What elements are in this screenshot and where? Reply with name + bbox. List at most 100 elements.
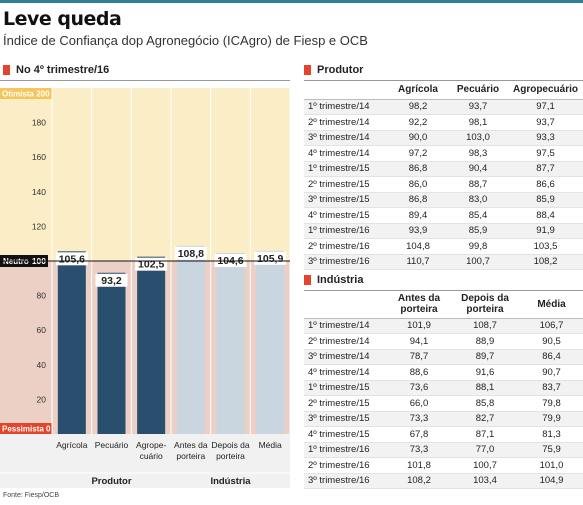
table-cell: 66,0 — [388, 395, 450, 412]
bar — [57, 251, 86, 434]
industria-col-header: Média — [520, 291, 583, 319]
table-row: 2º trimestre/16 104,8 99,8 103,5 — [304, 238, 583, 255]
row-label: 2º trimestre/16 — [304, 457, 388, 474]
produtor-section-heading: Produtor — [304, 64, 363, 76]
table-cell: 85,8 — [450, 395, 520, 412]
table-cell: 110,7 — [388, 254, 448, 270]
table-cell: 106,7 — [520, 318, 583, 334]
chart-section-title: No 4º trimestre/16 — [16, 64, 110, 76]
group-label: Produtor — [91, 476, 131, 487]
table-cell: 103,5 — [508, 238, 583, 255]
value-label-box — [95, 273, 128, 287]
table-cell: 86,8 — [388, 161, 448, 177]
table-cell: 88,1 — [450, 380, 520, 396]
table-cell: 79,9 — [520, 411, 583, 427]
table-cell: 90,7 — [520, 364, 583, 381]
table-cell: 98,3 — [448, 145, 508, 162]
table-cell: 100,7 — [448, 254, 508, 270]
table-cell: 99,8 — [448, 238, 508, 255]
table-cell: 94,1 — [388, 333, 450, 350]
table-row: 3º trimestre/14 78,7 89,7 86,4 — [304, 349, 583, 365]
produtor-col-header: Agrícola — [388, 81, 448, 100]
optimist-label: Otimista 200 — [2, 90, 50, 99]
row-label: 2º trimestre/16 — [304, 238, 388, 255]
table-row: 2º trimestre/14 94,1 88,9 90,5 — [304, 333, 583, 350]
y-tick-label: 60 — [37, 325, 47, 335]
table-cell: 90,0 — [388, 130, 448, 146]
y-tick-label: 40 — [37, 360, 47, 370]
y-tick-label: 140 — [32, 187, 46, 197]
optimist-zone — [0, 88, 290, 261]
table-row: 4º trimestre/15 89,4 85,4 88,4 — [304, 207, 583, 224]
table-cell: 97,1 — [508, 99, 583, 115]
table-cell: 88,7 — [448, 176, 508, 193]
category-label: Depois da — [211, 440, 250, 450]
table-cell: 73,3 — [388, 411, 450, 427]
table-cell: 104,8 — [388, 238, 448, 255]
pessimist-label-box — [0, 423, 52, 434]
category-label: Agrícola — [56, 440, 87, 450]
table-cell: 85,4 — [448, 207, 508, 224]
table-cell: 75,9 — [520, 442, 583, 458]
row-label: 4º trimestre/14 — [304, 364, 388, 381]
table-row: 1º trimestre/16 73,3 77,0 75,9 — [304, 442, 583, 458]
table-row: 4º trimestre/14 88,6 91,6 90,7 — [304, 364, 583, 381]
table-row: 4º trimestre/14 97,2 98,3 97,5 — [304, 145, 583, 162]
industria-col-header: Depois da porteira — [450, 291, 520, 319]
table-cell: 100,7 — [450, 457, 520, 474]
chart-section-heading: No 4º trimestre/16 — [3, 64, 109, 76]
table-cell: 103,0 — [448, 130, 508, 146]
accent-square-icon — [3, 65, 10, 75]
produtor-section-title: Produtor — [317, 64, 364, 76]
row-label: 4º trimestre/14 — [304, 145, 388, 162]
row-label: 2º trimestre/14 — [304, 333, 388, 350]
row-label: 3º trimestre/16 — [304, 473, 388, 489]
table-row: 1º trimestre/16 93,9 85,9 91,9 — [304, 223, 583, 239]
optimist-label-box — [0, 88, 52, 99]
category-label: Agrope- — [136, 440, 166, 450]
table-row: 1º trimestre/14 98,2 93,7 97,1 — [304, 99, 583, 115]
produtor-col-header: Agropecuário — [508, 81, 583, 100]
table-cell: 87,1 — [450, 426, 520, 443]
table-cell: 82,7 — [450, 411, 520, 427]
table-cell: 88,4 — [508, 207, 583, 224]
value-label: 105,6 — [59, 253, 85, 265]
row-label: 4º trimestre/15 — [304, 426, 388, 443]
row-label: 2º trimestre/15 — [304, 176, 388, 193]
table-cell: 83,0 — [448, 192, 508, 208]
table-row: 4º trimestre/15 67,8 87,1 81,3 — [304, 426, 583, 443]
y-tick-label: 120 — [32, 221, 46, 231]
table-cell: 101,0 — [520, 457, 583, 474]
row-label: 1º trimestre/14 — [304, 318, 388, 334]
row-label: 1º trimestre/15 — [304, 380, 388, 396]
table-cell: 88,6 — [388, 364, 450, 381]
table-cell: 85,9 — [448, 223, 508, 239]
industria-header-rule — [304, 290, 583, 291]
row-label: 1º trimestre/16 — [304, 442, 388, 458]
value-label-box — [55, 252, 88, 266]
value-label: 93,2 — [101, 275, 122, 287]
industria-table: Antes da porteira Depois da porteira Méd… — [304, 291, 583, 489]
table-cell: 86,4 — [520, 349, 583, 365]
table-cell: 79,8 — [520, 395, 583, 412]
table-cell: 98,1 — [448, 114, 508, 131]
table-row: 2º trimestre/16 101,8 100,7 101,0 — [304, 457, 583, 474]
table-row: 2º trimestre/15 66,0 85,8 79,8 — [304, 395, 583, 412]
table-cell: 101,9 — [388, 318, 450, 334]
table-cell: 90,4 — [448, 161, 508, 177]
bar — [137, 256, 166, 434]
table-cell: 91,9 — [508, 223, 583, 239]
table-cell: 85,9 — [508, 192, 583, 208]
category-label: Antes da — [174, 440, 208, 450]
group-label: Indústria — [210, 476, 251, 487]
category-label: cuário — [140, 451, 163, 461]
produtor-table-corner — [304, 81, 388, 100]
page-title: Leve queda — [3, 8, 122, 30]
top-accent-rule — [0, 0, 583, 3]
y-tick-label: 80 — [37, 291, 47, 301]
table-row: 2º trimestre/14 92,2 98,1 93,7 — [304, 114, 583, 131]
produtor-table: Agrícola Pecuário Agropecuário 1º trimes… — [304, 81, 583, 270]
table-cell: 108,7 — [450, 318, 520, 334]
table-row: 1º trimestre/15 86,8 90,4 87,7 — [304, 161, 583, 177]
row-label: 1º trimestre/15 — [304, 161, 388, 177]
